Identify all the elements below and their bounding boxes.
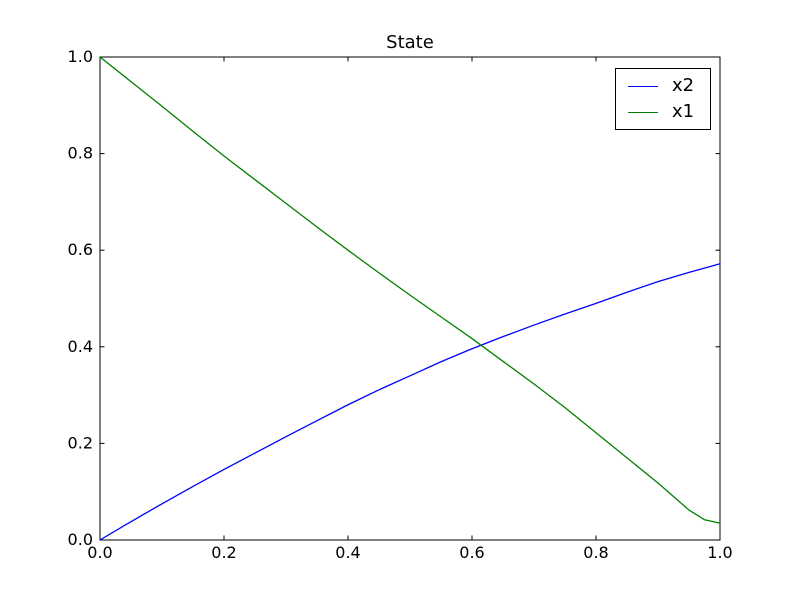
legend-label-x1: x1 bbox=[672, 101, 695, 122]
legend-item-x2: x2 bbox=[622, 77, 704, 95]
legend-swatch-x1-line bbox=[628, 111, 658, 113]
y-tick-label: 0.4 bbox=[68, 337, 93, 356]
series-line-x1 bbox=[99, 56, 721, 524]
legend-item-x1: x1 bbox=[622, 103, 704, 121]
y-tick-label: 0.0 bbox=[68, 530, 93, 549]
chart-title: State bbox=[386, 32, 434, 53]
y-tick-label: 1.0 bbox=[68, 47, 93, 66]
x-tick-label: 1.0 bbox=[707, 543, 732, 562]
axes-frame bbox=[99, 56, 721, 541]
legend: x2 x1 bbox=[615, 68, 711, 130]
y-tick-label: 0.8 bbox=[68, 144, 93, 163]
x-tick-label: 0.2 bbox=[211, 543, 236, 562]
y-tick-label: 0.6 bbox=[68, 240, 93, 259]
legend-swatch-x2-line bbox=[628, 85, 658, 87]
x-tick-label: 0.6 bbox=[459, 543, 484, 562]
legend-label-x2: x2 bbox=[672, 75, 695, 96]
x-tick-label: 0.8 bbox=[583, 543, 608, 562]
series-line-x2 bbox=[99, 263, 721, 541]
x-tick-label: 0.0 bbox=[87, 543, 112, 562]
y-tick-label: 0.2 bbox=[68, 433, 93, 452]
x-tick-label: 0.4 bbox=[335, 543, 360, 562]
